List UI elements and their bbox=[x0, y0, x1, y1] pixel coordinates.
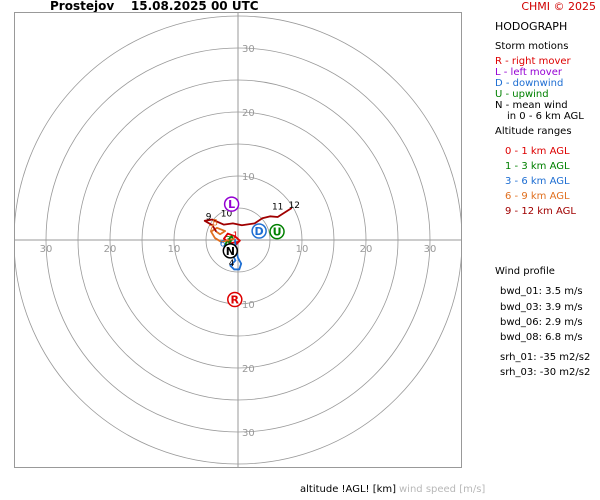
altitude-marker: 11 bbox=[272, 202, 283, 212]
storm-marker-label: D bbox=[255, 225, 264, 238]
y-tick-label: 10 bbox=[242, 300, 255, 311]
speed-ring bbox=[45, 47, 431, 433]
storm-motion-item: U - upwind bbox=[495, 89, 549, 100]
altitude-range-item: 0 - 1 km AGL bbox=[505, 146, 570, 157]
altitude-marker: 10 bbox=[221, 209, 233, 219]
altitude-range-item: 9 - 12 km AGL bbox=[505, 206, 576, 217]
speed-ring bbox=[14, 15, 462, 465]
wind-speed-unit-label: wind speed [m/s] bbox=[399, 484, 486, 495]
wind-profile-item: srh_01: -35 m2/s2 bbox=[500, 352, 591, 363]
y-tick-label: 10 bbox=[242, 172, 255, 183]
storm-motions-heading: Storm motions bbox=[495, 41, 569, 52]
storm-marker-circle bbox=[227, 291, 243, 308]
altitude-range-item: 6 - 9 km AGL bbox=[505, 191, 570, 202]
altitude-marker: 1 bbox=[233, 231, 239, 241]
chart-title: Prostejov 15.08.2025 00 UTC bbox=[50, 0, 259, 13]
x-tick-label: 30 bbox=[40, 244, 53, 255]
storm-marker-circle bbox=[223, 196, 240, 212]
storm-marker-label: N bbox=[226, 245, 235, 258]
y-tick-label: 20 bbox=[242, 364, 255, 375]
storm-marker-label: R bbox=[231, 294, 240, 307]
speed-ring bbox=[77, 79, 399, 401]
altitude-unit-label: altitude !AGL! [km] bbox=[300, 484, 397, 495]
hodograph-segment bbox=[210, 226, 236, 243]
y-tick-label: 20 bbox=[242, 108, 255, 119]
hodograph-segment bbox=[203, 207, 293, 233]
storm-marker-circle bbox=[251, 223, 267, 239]
altitude-marker: 9 bbox=[206, 213, 212, 223]
altitude-range-item: 1 - 3 km AGL bbox=[505, 161, 570, 172]
wind-profile-item: srh_03: -30 m2/s2 bbox=[500, 367, 591, 378]
altitude-range-item: 3 - 6 km AGL bbox=[505, 176, 570, 187]
altitude-marker: 8 bbox=[212, 218, 218, 228]
storm-marker-label: U bbox=[273, 226, 282, 239]
wind-profile-item: bwd_06: 2.9 m/s bbox=[500, 317, 583, 328]
speed-ring bbox=[109, 111, 367, 369]
storm-marker-circle bbox=[222, 243, 239, 259]
copyright-notice: CHMI © 2025 bbox=[521, 0, 596, 13]
storm-motion-item: in 0 - 6 km AGL bbox=[507, 111, 584, 122]
x-tick-label: 20 bbox=[360, 244, 373, 255]
x-tick-label: 10 bbox=[296, 244, 309, 255]
storm-marker-label: L bbox=[228, 198, 235, 211]
altitude-marker: 6 bbox=[220, 239, 226, 249]
altitude-marker: 3 bbox=[226, 236, 232, 246]
storm-motion-item: D - downwind bbox=[495, 78, 564, 89]
speed-ring bbox=[141, 143, 335, 337]
storm-motion-item: N - mean wind bbox=[495, 100, 568, 111]
panel-heading: HODOGRAPH bbox=[495, 20, 568, 33]
x-tick-label: 30 bbox=[424, 244, 437, 255]
wind-profile-item: bwd_01: 3.5 m/s bbox=[500, 286, 583, 297]
y-tick-label: 30 bbox=[242, 44, 255, 55]
storm-motion-item: R - right mover bbox=[495, 56, 571, 67]
wind-profile-heading: Wind profile bbox=[495, 266, 555, 277]
x-tick-label: 10 bbox=[168, 244, 181, 255]
wind-profile-item: bwd_03: 3.9 m/s bbox=[500, 302, 583, 313]
wind-profile-item: bwd_08: 6.8 m/s bbox=[500, 332, 583, 343]
altitude-marker: 7 bbox=[208, 225, 214, 235]
altitude-marker: 12 bbox=[289, 201, 300, 211]
x-tick-label: 20 bbox=[104, 244, 117, 255]
altitude-ranges-heading: Altitude ranges bbox=[495, 126, 572, 137]
storm-motion-item: L - left mover bbox=[495, 67, 562, 78]
altitude-marker: 4 bbox=[229, 259, 235, 269]
y-tick-label: 30 bbox=[242, 428, 255, 439]
storm-marker-circle bbox=[269, 223, 285, 240]
